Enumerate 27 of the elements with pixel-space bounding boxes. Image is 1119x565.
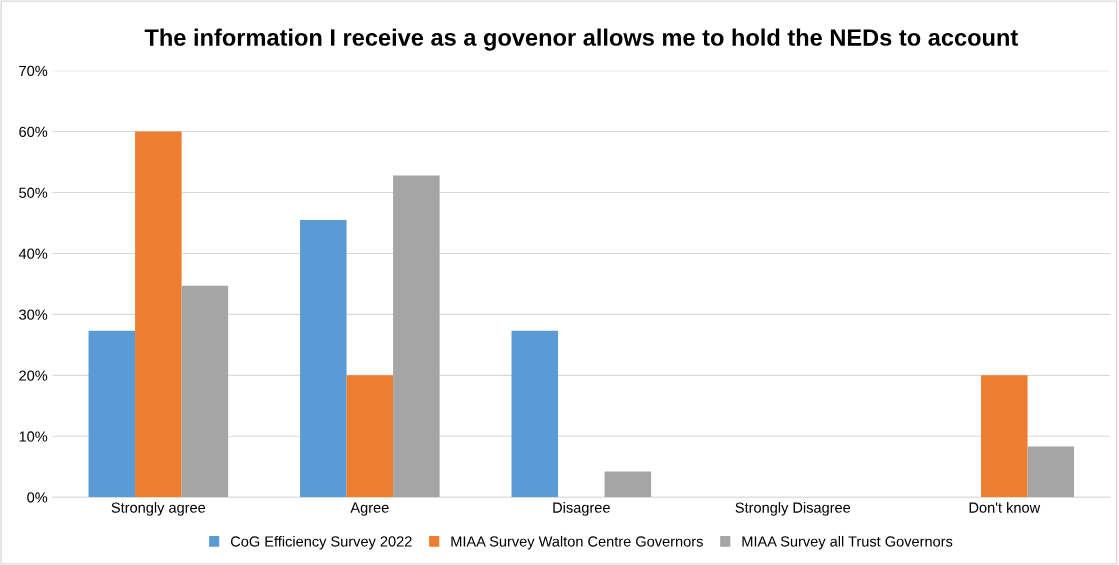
y-tick-label: 30% xyxy=(19,309,48,320)
bar xyxy=(393,175,440,498)
bar xyxy=(181,285,229,498)
legend-label: MIAA Survey Walton Centre Governors xyxy=(451,535,703,550)
y-tick-label: 0% xyxy=(27,492,48,503)
y-tick-label: 70% xyxy=(19,65,48,77)
x-tick-label: Don't know xyxy=(969,502,1041,513)
y-tick-label: 60% xyxy=(19,126,48,137)
y-tick-label: 20% xyxy=(19,370,48,381)
y-tick-label: 10% xyxy=(19,431,48,442)
bar xyxy=(604,471,652,498)
chart-title: The information I receive as a govenor allows me to hold the NEDs to account xyxy=(144,28,1018,51)
legend-label: CoG Efficiency Survey 2022 xyxy=(230,535,412,550)
bar xyxy=(300,219,347,498)
x-tick-label: Agree xyxy=(350,502,389,516)
bar xyxy=(1027,446,1075,498)
bar xyxy=(88,330,136,498)
x-tick-label: Strongly agree xyxy=(111,502,206,516)
y-tick-label: 50% xyxy=(19,187,48,198)
bar xyxy=(346,375,394,498)
y-tick-label: 40% xyxy=(18,248,48,259)
bar xyxy=(135,131,182,498)
x-tick-label: Disagree xyxy=(553,502,610,516)
bar xyxy=(511,330,559,498)
bar xyxy=(981,375,1028,498)
x-tick-label: Strongly Disagree xyxy=(735,502,851,516)
legend-label: MIAA Survey all Trust Governors xyxy=(742,535,953,550)
